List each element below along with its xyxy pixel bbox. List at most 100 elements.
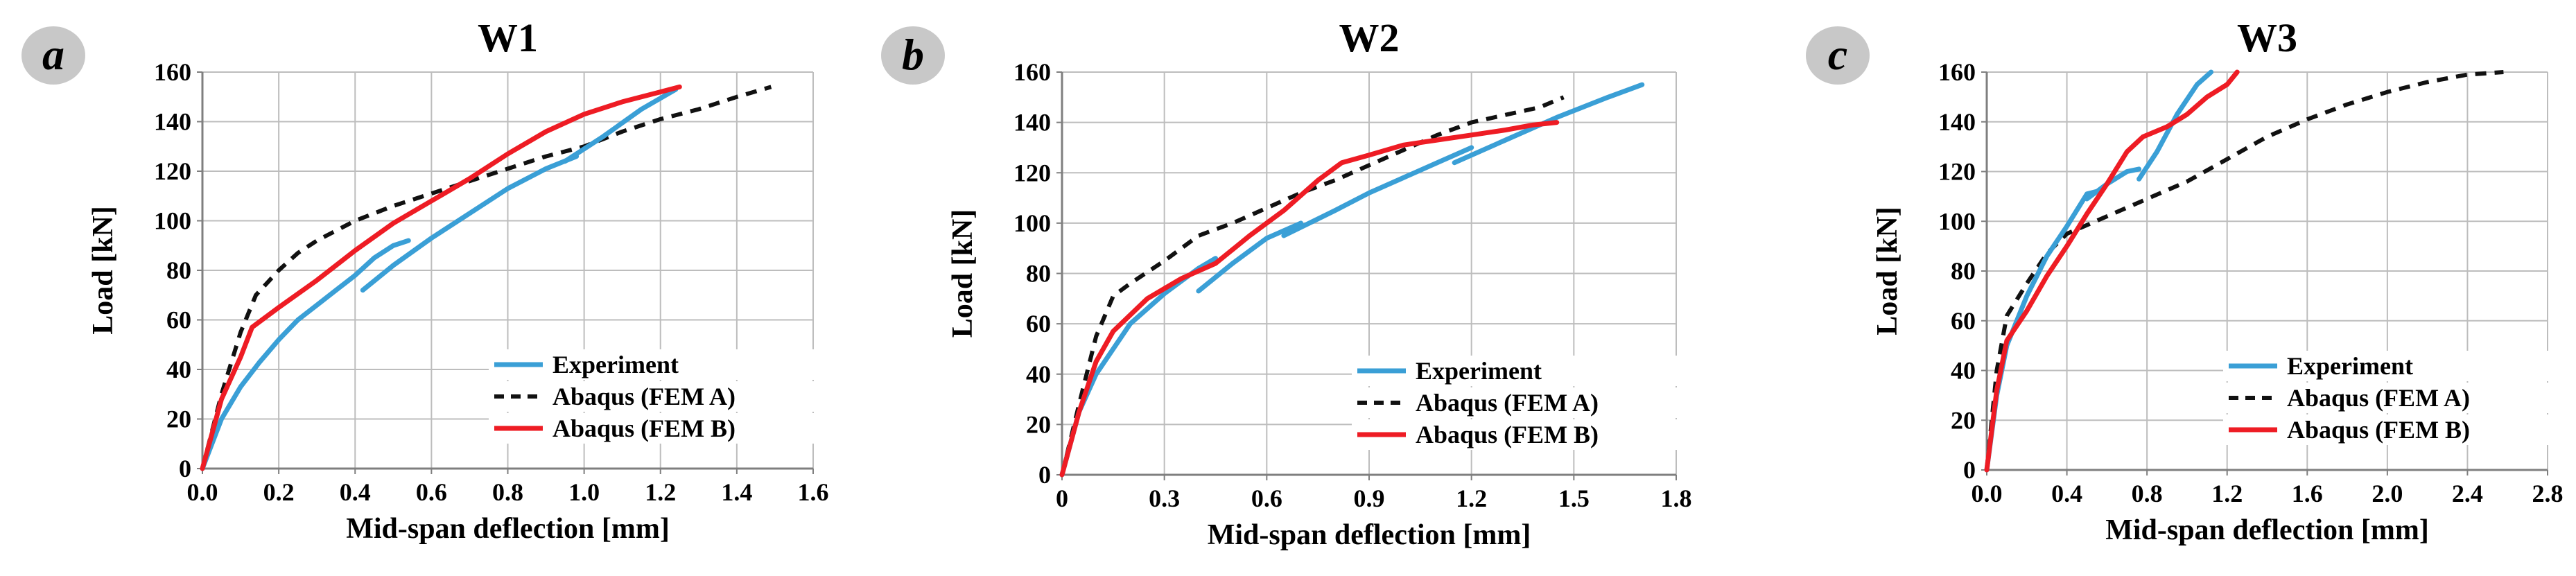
- x-tick-label: 0.9: [1354, 485, 1385, 512]
- series-line-abaqus-fem-a: [200, 85, 772, 469]
- y-tick-label: 100: [1013, 209, 1051, 237]
- y-axis-title: Load [kN]: [947, 209, 979, 338]
- series-line-abaqus-fem-a: [1985, 70, 2504, 471]
- panel-letter: a: [42, 30, 64, 79]
- y-tick-label: 80: [1026, 260, 1051, 288]
- y-tick-label: 140: [1938, 108, 1976, 136]
- panel-badge: [1806, 26, 1870, 85]
- y-tick-label: 100: [154, 207, 191, 235]
- y-tick-label: 20: [166, 405, 191, 433]
- y-tick-label: 120: [1938, 158, 1976, 186]
- x-tick-label: 0.0: [187, 478, 218, 506]
- x-tick-label: 0: [1056, 485, 1068, 512]
- x-tick-label: 0.4: [2051, 480, 2082, 507]
- legend-entry-background: [2223, 351, 2549, 381]
- legend-entry-background: [1352, 419, 1678, 450]
- y-tick-label: 80: [166, 256, 191, 284]
- x-tick-label: 0.6: [1251, 485, 1282, 512]
- x-tick-label: 1.5: [1558, 485, 1590, 512]
- legend-label-abaqus-fem-a: Abaqus (FEM A): [552, 383, 736, 410]
- x-tick-label: 2.0: [2372, 480, 2403, 507]
- y-tick-label: 120: [1013, 159, 1051, 186]
- x-tick-label: 2.4: [2452, 480, 2483, 507]
- legend-label-abaqus-fem-a: Abaqus (FEM A): [2287, 384, 2470, 412]
- x-tick-label: 1.6: [798, 478, 829, 506]
- chart-panel-b: 0 0.3 0.6 0.9 1.2 1.5 1.8 0 20 40 60 80 100 120 140 160…: [881, 15, 1692, 551]
- y-tick-label: 40: [1951, 357, 1976, 385]
- series-line-experiment-segment-1: [200, 238, 411, 471]
- chart-title: W1: [478, 15, 538, 60]
- y-tick-label: 120: [154, 157, 191, 185]
- y-tick-label: 100: [1938, 207, 1976, 235]
- legend-label-experiment: Experiment: [1416, 357, 1542, 385]
- y-tick-label: 80: [1951, 257, 1976, 285]
- y-tick-label: 60: [1951, 307, 1976, 335]
- x-tick-label: 1.4: [721, 478, 752, 506]
- chart-title: W3: [2237, 15, 2297, 60]
- series-line-abaqus-fem-b: [200, 84, 682, 471]
- y-tick-label: 20: [1951, 406, 1976, 434]
- y-tick-label: 0: [1038, 461, 1051, 489]
- panel-letter: b: [902, 30, 924, 79]
- x-tick-label: 0.2: [263, 478, 295, 506]
- x-tick-label: 1.8: [1661, 485, 1692, 512]
- x-tick-label: 0.0: [1972, 480, 2003, 507]
- y-tick-label: 20: [1026, 410, 1051, 438]
- y-axis-title: Load [kN]: [1872, 207, 1904, 335]
- panel-badge: [881, 26, 945, 85]
- y-tick-label: 160: [154, 58, 191, 86]
- y-tick-label: 60: [1026, 310, 1051, 338]
- x-tick-label: 0.6: [416, 478, 447, 506]
- x-tick-label: 1.2: [1456, 485, 1487, 512]
- chart-panel-a: 0.0 0.2 0.4 0.6 0.8 1.0 1.2 1.4 1.6 0 20 40 60 80 100 1…: [21, 15, 829, 545]
- panel-letter: c: [1828, 30, 1847, 79]
- series-line-experiment-segment-3: [1281, 145, 1474, 238]
- y-tick-label: 160: [1013, 58, 1051, 86]
- series-line-abaqus-fem-b: [1059, 120, 1560, 478]
- legend-label-abaqus-fem-b: Abaqus (FEM B): [2287, 416, 2470, 444]
- chart-title: W2: [1339, 15, 1400, 60]
- y-tick-label: 0: [1963, 456, 1976, 484]
- x-tick-label: 0.8: [492, 478, 523, 506]
- x-tick-label: 2.8: [2532, 480, 2564, 507]
- x-tick-label: 1.6: [2292, 480, 2323, 507]
- x-tick-label: 1.0: [568, 478, 600, 506]
- y-axis-title: Load [kN]: [87, 206, 119, 335]
- legend-entry-background: [2223, 414, 2549, 445]
- y-tick-label: 40: [166, 356, 191, 383]
- panel-badge: [21, 26, 85, 85]
- series-line-abaqus-fem-a: [1060, 95, 1565, 475]
- series-line-experiment-segment-3: [562, 87, 679, 164]
- legend-entry-background: [489, 413, 815, 444]
- series-line-abaqus-fem-b: [1984, 69, 2240, 473]
- series-line-experiment-segment-4: [1452, 82, 1645, 166]
- chart-panel-c: 0.0 0.4 0.8 1.2 1.6 2.0 2.4 2.8 0 20 40 60 80 100 120 1…: [1806, 15, 2564, 546]
- legend-label-experiment: Experiment: [552, 351, 679, 378]
- y-tick-label: 160: [1938, 58, 1976, 86]
- legend-label-abaqus-fem-a: Abaqus (FEM A): [1416, 389, 1599, 417]
- y-tick-label: 60: [166, 306, 191, 334]
- legend-label-abaqus-fem-b: Abaqus (FEM B): [1416, 421, 1599, 448]
- y-tick-label: 40: [1026, 360, 1051, 388]
- x-tick-label: 0.3: [1149, 485, 1180, 512]
- legend-label-experiment: Experiment: [2287, 352, 2413, 380]
- x-axis-title: Mid-span deflection [mm]: [346, 513, 670, 545]
- x-axis-title: Mid-span deflection [mm]: [1208, 519, 1531, 551]
- legend-entry-background: [1352, 387, 1678, 418]
- x-tick-label: 1.2: [645, 478, 676, 506]
- series-line-experiment-segment-2: [360, 154, 580, 293]
- y-tick-label: 140: [154, 108, 191, 136]
- x-tick-label: 1.2: [2211, 480, 2243, 507]
- x-axis-title: Mid-span deflection [mm]: [2105, 514, 2429, 546]
- y-tick-label: 140: [1013, 109, 1051, 137]
- series-line-experiment-segment-2: [2085, 166, 2142, 202]
- x-tick-label: 0.4: [340, 478, 371, 506]
- legend-label-abaqus-fem-b: Abaqus (FEM B): [552, 414, 736, 442]
- legend-entry-background: [489, 381, 815, 412]
- legend-entry-background: [2223, 383, 2549, 413]
- legend: Experiment Abaqus (FEM A) Abaqus (FEM B): [2223, 351, 2549, 445]
- legend: Experiment Abaqus (FEM A) Abaqus (FEM B): [489, 349, 815, 444]
- series-line-experiment-segment-3: [2136, 69, 2214, 182]
- legend-entry-background: [1352, 356, 1678, 386]
